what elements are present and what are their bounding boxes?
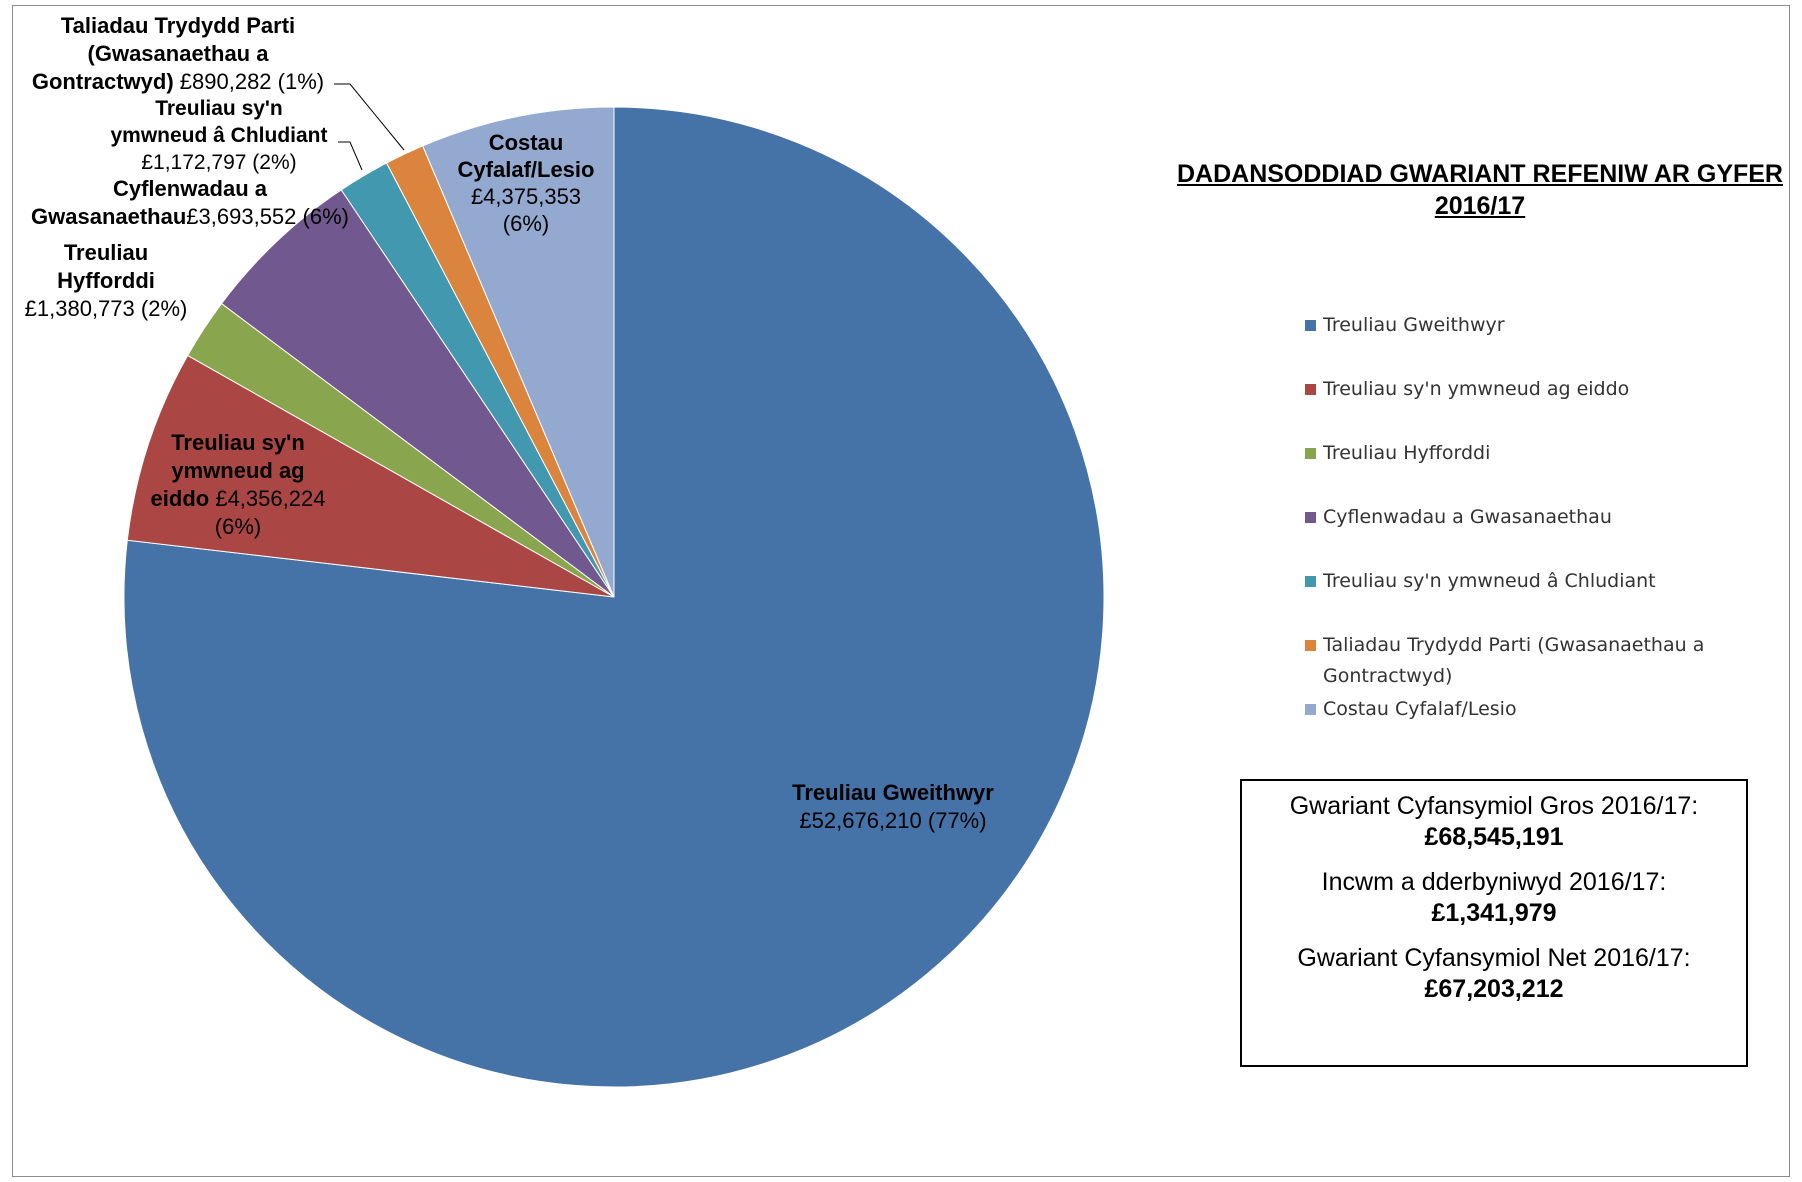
data-label-taliadau-trydydd-parti-gwasanaethau-a-gontractwyd: Taliadau Trydydd Parti (Gwasanaethau a Gon… (32, 13, 324, 94)
income-label: Incwm a dderbyniwyd 2016/17: (1321, 868, 1667, 896)
legend-swatch (1305, 576, 1316, 587)
legend-swatch (1305, 640, 1316, 651)
legend-item-taliadau-trydydd-parti-gwasanaethau-a-gontractwyd: Taliadau Trydydd Parti (Gwasanaethau a Go… (1305, 630, 1775, 692)
legend-label: Treuliau Gweithwyr (1323, 314, 1505, 336)
legend-label: Cyflenwadau a Gwasanaethau (1323, 506, 1612, 528)
data-label-costau-cyfalaf-lesio: Costau Cyfalaf/Lesio £4,375,353 (6%) (458, 130, 595, 236)
data-label-treuliau-sy-n-ymwneud-a-chludiant: Treuliau sy'n ymwneud â Chludiant £1,172,7… (110, 97, 327, 174)
income-value: £1,341,979 (1431, 899, 1557, 927)
legend-label: Treuliau sy'n ymwneud ag eiddo (1323, 378, 1630, 400)
legend-label: Treuliau Hyfforddi (1323, 442, 1491, 464)
pie-slice-cyflenwadau-a-gwasanaethau (220, 189, 615, 598)
chart-frame (12, 5, 1790, 1177)
legend-item-treuliau-gweithwyr: Treuliau Gweithwyr (1305, 310, 1775, 341)
legend-item-costau-cyfalaf-lesio: Costau Cyfalaf/Lesio (1305, 694, 1775, 725)
legend-item-cyflenwadau-a-gwasanaethau: Cyflenwadau a Gwasanaethau (1305, 502, 1775, 533)
legend-label: Treuliau sy'n ymwneud â Chludiant (1323, 570, 1656, 592)
net-label: Gwariant Cyfansymiol Net 2016/17: (1297, 944, 1691, 972)
data-label-treuliau-hyfforddi: Treuliau Hyfforddi £1,380,773 (2%) (25, 240, 188, 321)
legend-swatch (1305, 512, 1316, 523)
legend-swatch (1305, 704, 1316, 715)
gross-label: Gwariant Cyfansymiol Gros 2016/17: (1289, 792, 1699, 820)
legend-label: Taliadau Trydydd Parti (Gwasanaethau a Go… (1323, 634, 1705, 687)
net-value: £67,203,212 (1424, 975, 1564, 1003)
legend-swatch (1305, 320, 1316, 331)
legend-item-treuliau-sy-n-ymwneud-ag-eiddo: Treuliau sy'n ymwneud ag eiddo (1305, 374, 1775, 405)
pie-slice-costau-cyfalaf-lesio (422, 106, 615, 598)
data-label-cyflenwadau-a-gwasanaethau: Cyflenwadau a Gwasanaethau£3,693,552 (6%) (31, 176, 349, 229)
legend-swatch (1305, 448, 1316, 459)
legend-swatch (1305, 384, 1316, 395)
legend-item-treuliau-hyfforddi: Treuliau Hyfforddi (1305, 438, 1775, 469)
leader-line-taliadau (334, 83, 405, 151)
leader-line-cludiant (338, 141, 363, 171)
legend-item-treuliau-sy-n-ymwneud-a-chludiant: Treuliau sy'n ymwneud â Chludiant (1305, 566, 1775, 597)
legend-label: Costau Cyfalaf/Lesio (1323, 698, 1517, 720)
pie-slice-treuliau-sy-n-ymwneud-ag-eiddo (126, 354, 615, 598)
chart-title: DADANSODDIAD GWARIANT REFENIW AR GYFER 2… (1176, 160, 1783, 220)
summary-box: Gwariant Cyfansymiol Gros 2016/17: £68,5… (1240, 779, 1748, 1067)
data-label-treuliau-sy-n-ymwneud-ag-eiddo: Treuliau sy'n ymwneud ag eiddo £4,356,224(… (151, 430, 326, 539)
pie-slice-treuliau-gweithwyr (123, 106, 1105, 1088)
gross-value: £68,545,191 (1424, 823, 1564, 851)
data-label-treuliau-gweithwyr: Treuliau Gweithwyr £52,676,210 (77%) (792, 780, 994, 833)
